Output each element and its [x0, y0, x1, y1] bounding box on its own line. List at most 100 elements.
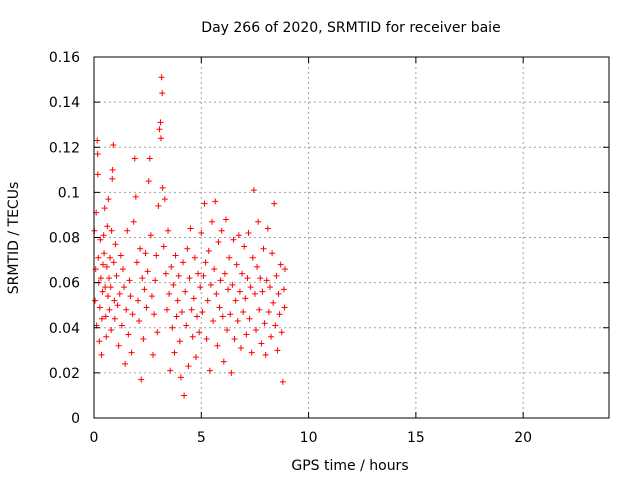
data-point — [105, 196, 112, 203]
data-point — [106, 275, 113, 282]
data-point — [168, 263, 175, 270]
data-point — [272, 322, 279, 329]
data-point — [145, 178, 152, 185]
data-point — [170, 281, 177, 288]
data-point — [181, 392, 188, 399]
data-point — [243, 331, 250, 338]
x-tick-label: 10 — [300, 430, 318, 446]
data-point — [241, 243, 248, 250]
data-point — [118, 322, 125, 329]
data-point — [174, 297, 181, 304]
data-point — [186, 275, 193, 282]
data-point — [247, 284, 254, 291]
data-point — [107, 254, 114, 261]
data-point — [154, 329, 161, 336]
data-point — [204, 297, 211, 304]
data-point — [108, 327, 115, 334]
data-point — [218, 227, 225, 234]
data-point — [249, 254, 256, 261]
data-point — [147, 232, 154, 239]
data-point — [165, 227, 172, 234]
data-point — [101, 205, 108, 212]
data-point — [205, 248, 212, 255]
data-point — [255, 218, 262, 225]
axis-ticks: 0 5 10 15 20 0 0.02 0.04 0.06 0.08 0.1 0.12 0.14 0.16 — [49, 50, 609, 446]
data-point — [279, 378, 286, 385]
data-point — [148, 293, 155, 300]
data-point — [197, 284, 204, 291]
data-point — [237, 345, 244, 352]
data-point — [157, 135, 164, 142]
data-point — [211, 266, 218, 273]
data-point — [94, 171, 101, 178]
data-point — [251, 290, 258, 297]
data-point — [166, 290, 173, 297]
data-point — [103, 333, 110, 340]
x-tick-label: 0 — [90, 430, 99, 446]
data-point — [160, 243, 167, 250]
data-point — [254, 263, 261, 270]
data-point — [216, 304, 223, 311]
data-point — [242, 295, 249, 302]
data-point — [262, 351, 269, 358]
data-point — [210, 317, 217, 324]
data-point — [100, 232, 107, 239]
data-point — [219, 313, 226, 320]
data-point — [173, 313, 180, 320]
y-tick-label: 0.12 — [49, 140, 80, 156]
data-point — [140, 336, 147, 343]
data-point — [102, 284, 109, 291]
data-point — [111, 315, 118, 322]
data-point — [104, 293, 111, 300]
data-point — [220, 358, 227, 365]
data-point — [130, 218, 137, 225]
data-point — [183, 322, 190, 329]
data-point — [92, 297, 99, 304]
data-point — [278, 329, 285, 336]
data-point — [114, 302, 121, 309]
data-point — [100, 261, 107, 268]
data-point — [230, 236, 237, 243]
data-point — [217, 277, 224, 284]
data-point — [184, 245, 191, 252]
data-point — [228, 369, 235, 376]
data-point — [194, 313, 200, 320]
data-point — [276, 311, 283, 318]
data-point — [142, 250, 149, 257]
data-point — [122, 360, 129, 367]
data-point — [112, 241, 119, 248]
data-point — [132, 193, 139, 200]
data-point — [280, 286, 287, 293]
data-point — [157, 119, 164, 126]
data-point — [258, 340, 265, 347]
y-axis-label: SRMTID / TECUs — [6, 182, 22, 295]
data-point — [109, 166, 116, 173]
data-point — [245, 229, 252, 236]
data-point — [274, 347, 281, 354]
data-point — [152, 277, 159, 284]
data-point — [137, 245, 144, 252]
data-point — [226, 254, 233, 261]
data-point — [233, 261, 240, 268]
data-point — [162, 270, 169, 277]
data-point — [277, 261, 284, 268]
data-point — [250, 187, 257, 194]
data-point — [206, 367, 213, 374]
data-point — [97, 236, 104, 243]
data-point — [161, 196, 168, 203]
x-tick-label: 20 — [514, 430, 532, 446]
data-point — [225, 286, 232, 293]
data-point — [266, 284, 273, 291]
data-point — [107, 284, 114, 291]
data-point — [119, 266, 126, 273]
data-point — [248, 349, 255, 356]
data-point — [171, 349, 178, 356]
y-tick-label: 0.08 — [49, 231, 80, 247]
data-point — [215, 239, 222, 246]
data-point — [200, 272, 207, 279]
data-point — [94, 137, 101, 144]
data-point — [138, 376, 145, 383]
data-point — [203, 336, 210, 343]
data-point — [202, 259, 209, 266]
data-point — [103, 263, 110, 270]
